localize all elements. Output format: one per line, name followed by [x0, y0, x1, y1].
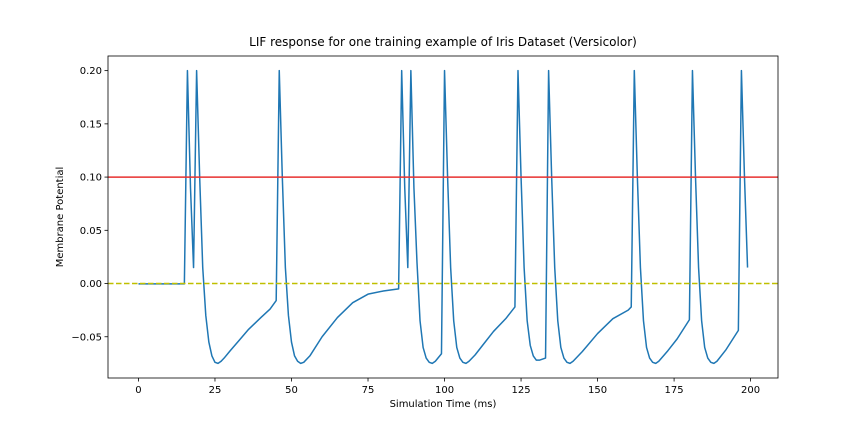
plot-frame — [107, 55, 779, 379]
y-tick-label: 0.05 — [80, 226, 102, 237]
x-tick-label: 0 — [135, 385, 141, 396]
y-tick-label: 0.00 — [80, 279, 102, 290]
x-tick-label: 175 — [665, 385, 684, 396]
x-tick-label: 150 — [588, 385, 607, 396]
y-tick-label: 0.10 — [80, 173, 102, 184]
y-tick-label: 0.15 — [80, 119, 102, 130]
x-tick-label: 125 — [512, 385, 531, 396]
x-tick-label: 200 — [741, 385, 760, 396]
x-tick-label: 100 — [435, 385, 454, 396]
x-tick-label: 75 — [362, 385, 375, 396]
x-axis-label: Simulation Time (ms) — [390, 399, 497, 410]
line-series — [138, 69, 749, 365]
x-tick-label: 50 — [285, 385, 298, 396]
y-tick-label: 0.20 — [80, 66, 102, 77]
chart-title: LIF response for one training example of… — [249, 35, 637, 49]
x-tick-label: 25 — [209, 385, 222, 396]
y-tick-label: −0.05 — [71, 332, 102, 343]
y-axis-label: Membrane Potential — [55, 167, 66, 268]
